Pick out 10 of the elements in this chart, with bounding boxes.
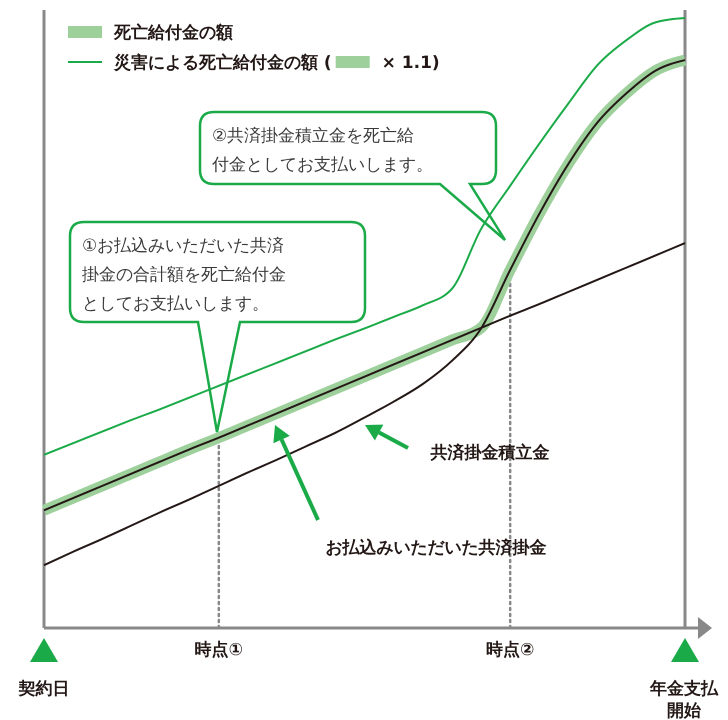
annotation: お払込みいただいた共済掛金	[326, 538, 546, 558]
annotation: ①お払込みいただいた共済掛金の合計額を死亡給付金としてお支払いします。	[82, 236, 286, 314]
annotation: 共済掛金積立金	[430, 443, 550, 463]
annotation: ②共済掛金積立金を死亡給付金としてお支払いします。	[211, 126, 433, 175]
x-tick-label: 契約日	[18, 679, 70, 699]
x-tick-label: 年金支払開始	[649, 679, 719, 720]
x-tick-label: 時点②	[486, 640, 534, 660]
legend-label: 死亡給付金の額	[113, 23, 233, 43]
text: 災害による死亡給付金の額 ( × 1.1)	[114, 53, 440, 73]
x-tick-label: 時点①	[194, 640, 244, 660]
